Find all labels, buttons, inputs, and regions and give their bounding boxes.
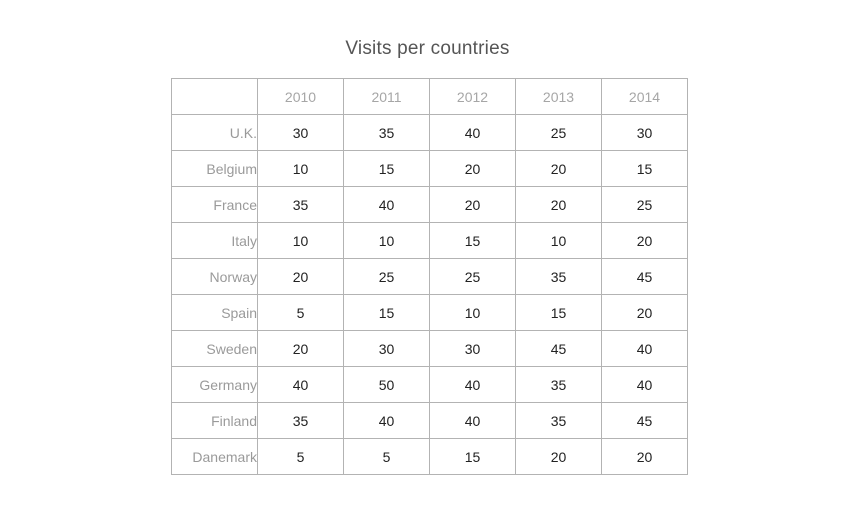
table-cell: 40 <box>429 402 516 439</box>
chart-title: Visits per countries <box>345 38 510 59</box>
table-body: U.K. 30 35 40 25 30 Belgium 10 15 20 20 15 France 35 4… <box>171 114 688 475</box>
row-label: Germany <box>171 366 258 403</box>
table-cell: 20 <box>257 258 344 295</box>
column-header: 2012 <box>429 78 516 115</box>
table-cell: 20 <box>601 438 688 475</box>
data-table: 2010 2011 2012 2013 2014 U.K. 30 35 40 25 30 B… <box>171 78 688 475</box>
table-cell: 10 <box>257 222 344 259</box>
table-cell: 15 <box>429 222 516 259</box>
table-row: France 35 40 20 20 25 <box>171 186 688 223</box>
table-cell: 25 <box>429 258 516 295</box>
table-row: U.K. 30 35 40 25 30 <box>171 114 688 151</box>
table-row: Danemark 5 5 15 20 20 <box>171 438 688 475</box>
table-cell: 20 <box>429 186 516 223</box>
table-cell: 40 <box>601 366 688 403</box>
table-cell: 30 <box>257 114 344 151</box>
column-header: 2014 <box>601 78 688 115</box>
table-cell: 10 <box>257 150 344 187</box>
corner-cell <box>171 78 258 115</box>
table-cell: 15 <box>601 150 688 187</box>
row-label: Finland <box>171 402 258 439</box>
table-cell: 20 <box>515 150 602 187</box>
table-cell: 35 <box>515 258 602 295</box>
table-row: Italy 10 10 15 10 20 <box>171 222 688 259</box>
table-cell: 30 <box>601 114 688 151</box>
column-header: 2011 <box>343 78 430 115</box>
row-label: U.K. <box>171 114 258 151</box>
table-cell: 5 <box>257 294 344 331</box>
table-cell: 10 <box>515 222 602 259</box>
table-cell: 25 <box>343 258 430 295</box>
table-cell: 15 <box>515 294 602 331</box>
table-cell: 5 <box>257 438 344 475</box>
row-label: Sweden <box>171 330 258 367</box>
table-cell: 20 <box>601 294 688 331</box>
table-cell: 30 <box>343 330 430 367</box>
table-cell: 45 <box>601 402 688 439</box>
row-label: Italy <box>171 222 258 259</box>
table-cell: 35 <box>515 366 602 403</box>
row-label: Spain <box>171 294 258 331</box>
header-row: 2010 2011 2012 2013 2014 <box>171 78 688 115</box>
table-row: Germany 40 50 40 35 40 <box>171 366 688 403</box>
row-label: France <box>171 186 258 223</box>
row-label: Belgium <box>171 150 258 187</box>
row-label: Danemark <box>171 438 258 475</box>
table-cell: 50 <box>343 366 430 403</box>
table-row: Belgium 10 15 20 20 15 <box>171 150 688 187</box>
table-cell: 40 <box>429 114 516 151</box>
table-row: Sweden 20 30 30 45 40 <box>171 330 688 367</box>
column-header: 2013 <box>515 78 602 115</box>
table-cell: 20 <box>601 222 688 259</box>
table-row: Finland 35 40 40 35 45 <box>171 402 688 439</box>
row-label: Norway <box>171 258 258 295</box>
table-cell: 20 <box>515 438 602 475</box>
table-cell: 10 <box>343 222 430 259</box>
table-cell: 20 <box>429 150 516 187</box>
table-row: Spain 5 15 10 15 20 <box>171 294 688 331</box>
table-cell: 45 <box>601 258 688 295</box>
table-cell: 20 <box>257 330 344 367</box>
table-cell: 5 <box>343 438 430 475</box>
table-cell: 35 <box>257 186 344 223</box>
table-cell: 40 <box>601 330 688 367</box>
table-cell: 40 <box>429 366 516 403</box>
table-cell: 40 <box>343 402 430 439</box>
table-cell: 15 <box>429 438 516 475</box>
table-row: Norway 20 25 25 35 45 <box>171 258 688 295</box>
table-cell: 45 <box>515 330 602 367</box>
table-cell: 15 <box>343 294 430 331</box>
table-cell: 25 <box>515 114 602 151</box>
table-cell: 35 <box>515 402 602 439</box>
column-header: 2010 <box>257 78 344 115</box>
table-cell: 25 <box>601 186 688 223</box>
table-cell: 35 <box>257 402 344 439</box>
table-cell: 15 <box>343 150 430 187</box>
table-cell: 40 <box>257 366 344 403</box>
table-cell: 30 <box>429 330 516 367</box>
table-cell: 40 <box>343 186 430 223</box>
table-cell: 20 <box>515 186 602 223</box>
table-cell: 10 <box>429 294 516 331</box>
table-cell: 35 <box>343 114 430 151</box>
